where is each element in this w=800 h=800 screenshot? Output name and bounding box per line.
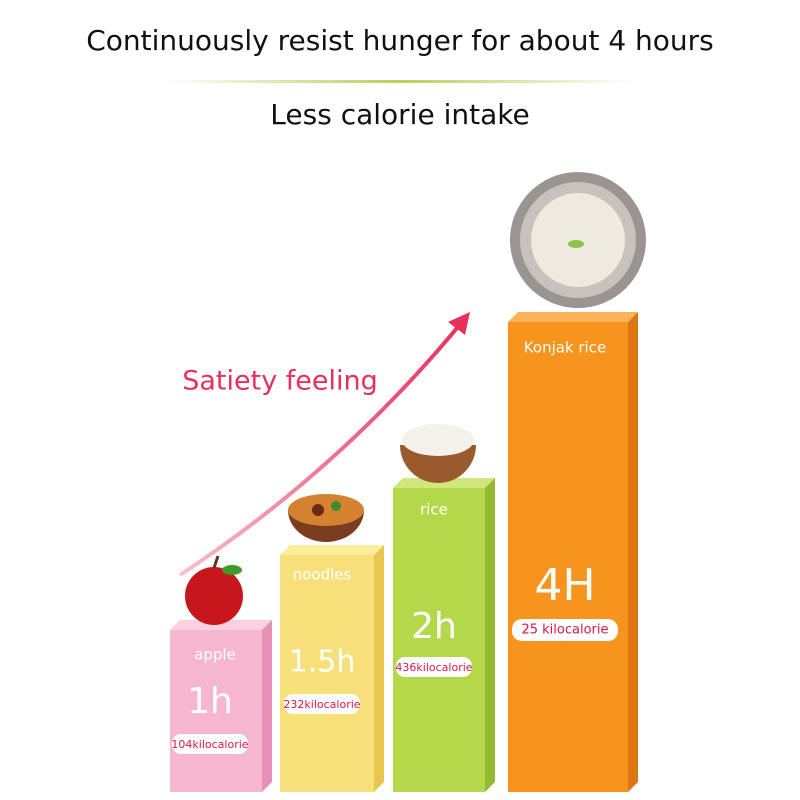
- bar-noodles: [280, 545, 384, 792]
- subtitle: Less calorie intake: [270, 98, 529, 131]
- arrow-label: Satiety feeling: [182, 366, 378, 397]
- item-duration: 2h: [411, 606, 457, 647]
- rice-icon: [400, 424, 476, 483]
- bar-rice: [393, 478, 495, 792]
- item-duration: 1h: [187, 681, 233, 722]
- bar-apple: [170, 620, 272, 792]
- item-duration: 4H: [534, 560, 595, 611]
- item-calories: 104kilocalorie: [171, 738, 248, 751]
- item-calories: 25 kilocalorie: [521, 623, 608, 638]
- calorie-pill: [512, 619, 618, 641]
- item-name: noodles: [293, 566, 352, 584]
- item-name: rice: [420, 501, 448, 519]
- bar-konjak: [508, 312, 638, 792]
- item-name: Konjak rice: [524, 339, 606, 357]
- konjak-icon: [510, 172, 646, 308]
- apple-icon: [185, 555, 243, 625]
- noodles-icon: [288, 494, 364, 542]
- item-calories: 232kilocalorie: [283, 698, 360, 711]
- item-calories: 436kilocalorie: [395, 661, 472, 674]
- arrow-head: [448, 312, 470, 335]
- title: Continuously resist hunger for about 4 h…: [86, 24, 714, 57]
- item-name: apple: [194, 646, 236, 664]
- divider: [165, 80, 635, 83]
- calorie-pill: [172, 734, 248, 754]
- calorie-pill: [396, 657, 472, 677]
- arrow: [178, 320, 464, 577]
- item-duration: 1.5h: [289, 645, 356, 680]
- calorie-pill: [284, 694, 360, 714]
